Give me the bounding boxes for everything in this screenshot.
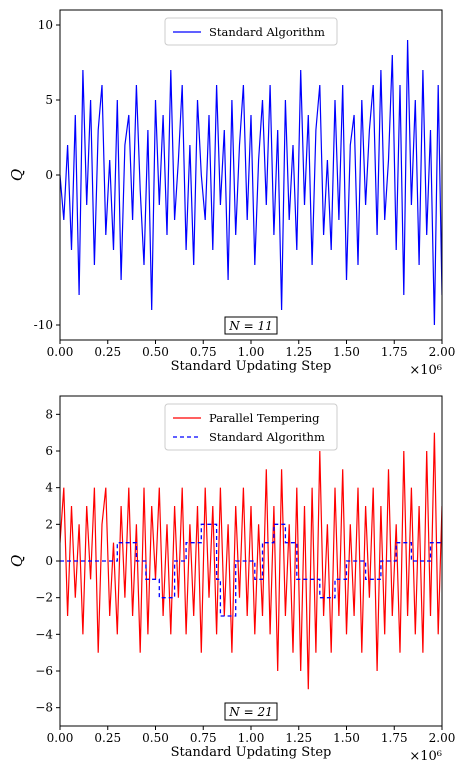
x-tick-label: 1.25 xyxy=(285,345,312,359)
series-line-standard-algorithm xyxy=(60,523,442,617)
x-axis-label: Standard Updating Step xyxy=(171,359,332,374)
legend-box xyxy=(164,403,338,451)
y-tick-label: −4 xyxy=(35,627,53,641)
y-tick-label: −6 xyxy=(35,664,53,678)
series-line-standard-algorithm xyxy=(60,39,442,326)
y-tick-label: 0 xyxy=(45,168,53,182)
chart-panel-2: 0.00 0.25 0.50 0.75 1.00 1.25 1.50 1.75 2.00 8 6 4 2… xyxy=(8,395,456,764)
x-tick-label: 1.75 xyxy=(381,731,408,745)
x-axis-label: Standard Updating Step xyxy=(171,745,332,760)
y-axis-label: Q xyxy=(8,169,26,181)
x-tick-label: 0.00 xyxy=(47,345,74,359)
y-tick-label: −2 xyxy=(35,591,53,605)
x-tick-label: 0.75 xyxy=(190,345,217,359)
legend-box xyxy=(164,17,338,46)
x-tick-label: 1.50 xyxy=(333,345,360,359)
annotation-label: N = 11 xyxy=(228,319,272,333)
plot-frame xyxy=(59,9,443,341)
legend-entry: Standard Algorithm xyxy=(209,430,325,444)
chart-panel-1: 0.00 0.25 0.50 0.75 1.00 1.25 1.50 1.75 2.00 10 5 0… xyxy=(8,9,456,378)
series-line-parallel-tempering xyxy=(60,432,442,690)
y-tick-label: 5 xyxy=(45,93,53,107)
x-scale-multiplier: ×10⁶ xyxy=(409,749,442,764)
x-tick-label: 0.25 xyxy=(94,345,121,359)
annotation-box xyxy=(224,702,278,721)
x-tick-label: 1.25 xyxy=(285,731,312,745)
x-tick-label: 0.50 xyxy=(142,345,169,359)
y-tick-label: 0 xyxy=(45,554,53,568)
y-tick-label: 10 xyxy=(38,18,53,32)
legend-entry: Parallel Tempering xyxy=(209,411,320,425)
y-tick-label: 8 xyxy=(45,407,53,421)
x-tick-label: 1.50 xyxy=(333,731,360,745)
x-tick-label: 0.50 xyxy=(142,731,169,745)
y-axis-label: Q xyxy=(8,555,26,567)
x-tick-label: 0.75 xyxy=(190,731,217,745)
legend-entry: Standard Algorithm xyxy=(209,25,325,39)
x-scale-multiplier: ×10⁶ xyxy=(409,363,442,378)
x-tick-label: 2.00 xyxy=(429,731,456,745)
x-tick-label: 1.00 xyxy=(238,345,265,359)
x-tick-label: 0.00 xyxy=(47,731,74,745)
x-tick-label: 2.00 xyxy=(429,345,456,359)
y-tick-label: 6 xyxy=(45,444,53,458)
y-tick-label: 4 xyxy=(45,481,53,495)
annotation-box xyxy=(224,316,278,335)
x-tick-label: 1.00 xyxy=(238,731,265,745)
x-tick-label: 0.25 xyxy=(94,731,121,745)
x-tick-label: 1.75 xyxy=(381,345,408,359)
annotation-label: N = 21 xyxy=(228,705,272,719)
y-tick-label: −8 xyxy=(35,701,53,715)
y-tick-label: 2 xyxy=(45,517,53,531)
y-tick-label: -10 xyxy=(34,318,53,332)
